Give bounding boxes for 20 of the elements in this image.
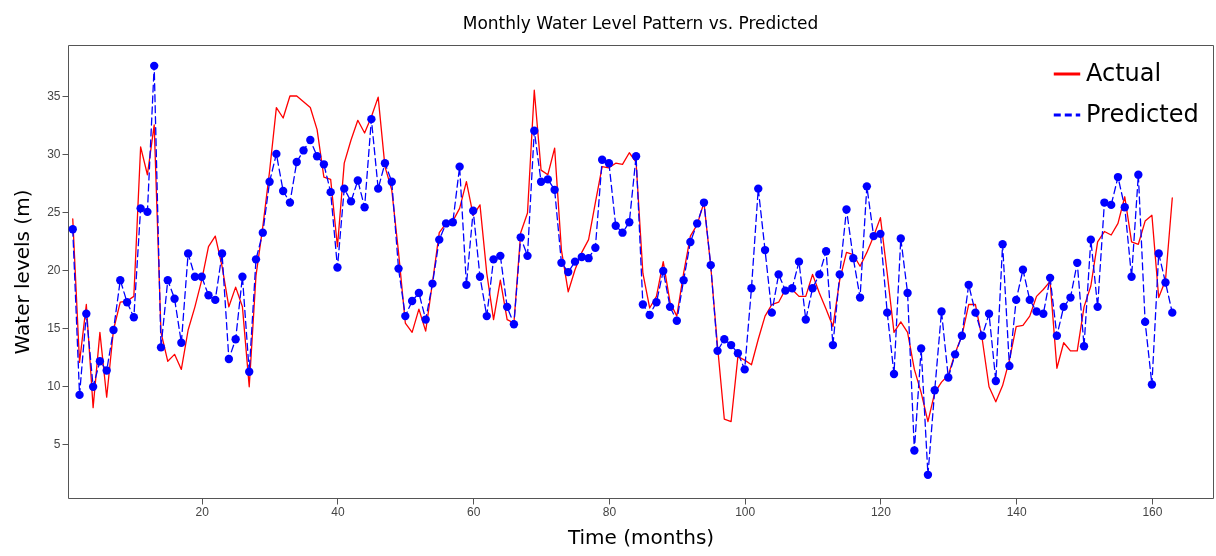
x-tick-label: 40 [331,504,345,519]
x-tick-label: 60 [467,504,481,519]
legend-label: Predicted [1086,100,1199,128]
legend-label: Actual [1086,59,1162,87]
x-tick-label: 160 [1142,504,1163,519]
x-tick-label: 100 [735,504,756,519]
y-tick-label: 25 [47,205,61,220]
chart-title: Monthly Water Level Pattern vs. Predicted [462,13,819,33]
y-tick-label: 20 [47,263,61,278]
y-axis-title: Water levels (m) [10,189,35,355]
x-tick-label: 80 [602,504,617,519]
x-axis-title: Time (months) [566,524,715,549]
y-tick-label: 35 [47,89,61,104]
y-tick-label: 30 [47,147,61,162]
x-tick-label: 20 [195,504,210,519]
y-tick-label: 10 [47,379,61,394]
x-tick-label: 120 [870,504,892,519]
x-tick-label: 140 [1006,504,1027,519]
y-tick-label: 15 [47,321,61,336]
y-tick-label: 5 [53,437,61,452]
